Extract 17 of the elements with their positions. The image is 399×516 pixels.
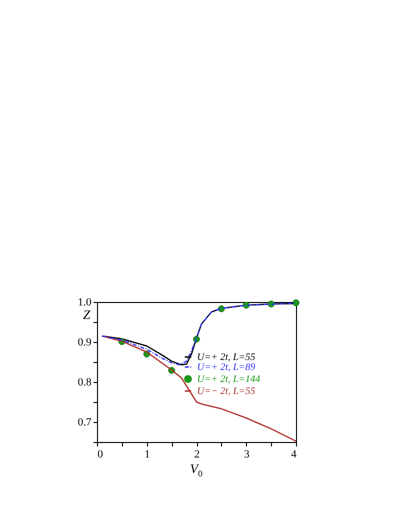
x-axis-title: V$_{0}$ bbox=[190, 461, 202, 481]
x-tick-label: 2 bbox=[194, 448, 200, 460]
y-tick-label: 0.8 bbox=[78, 376, 92, 388]
x-tick-label: 3 bbox=[244, 448, 250, 460]
y-tick-label: 0.7 bbox=[78, 416, 92, 428]
y-tick-label: 1.0 bbox=[78, 296, 92, 308]
legend-label: U=− 2t, L=55 bbox=[197, 386, 256, 397]
legend-label: U=+ 2t, L=89 bbox=[197, 362, 256, 373]
legend-label: U=+ 2t, L=144 bbox=[197, 374, 260, 385]
y-axis-title: Z bbox=[83, 307, 90, 322]
x-tick-label: 0 bbox=[98, 448, 104, 460]
line-series bbox=[101, 335, 297, 442]
legend-label: U=+ 2t, L=55 bbox=[197, 352, 256, 363]
x-tick-label: 1 bbox=[144, 448, 150, 460]
y-tick-label: 0.9 bbox=[78, 336, 92, 348]
x-tick-label: 4 bbox=[291, 448, 297, 460]
point bbox=[292, 299, 300, 306]
